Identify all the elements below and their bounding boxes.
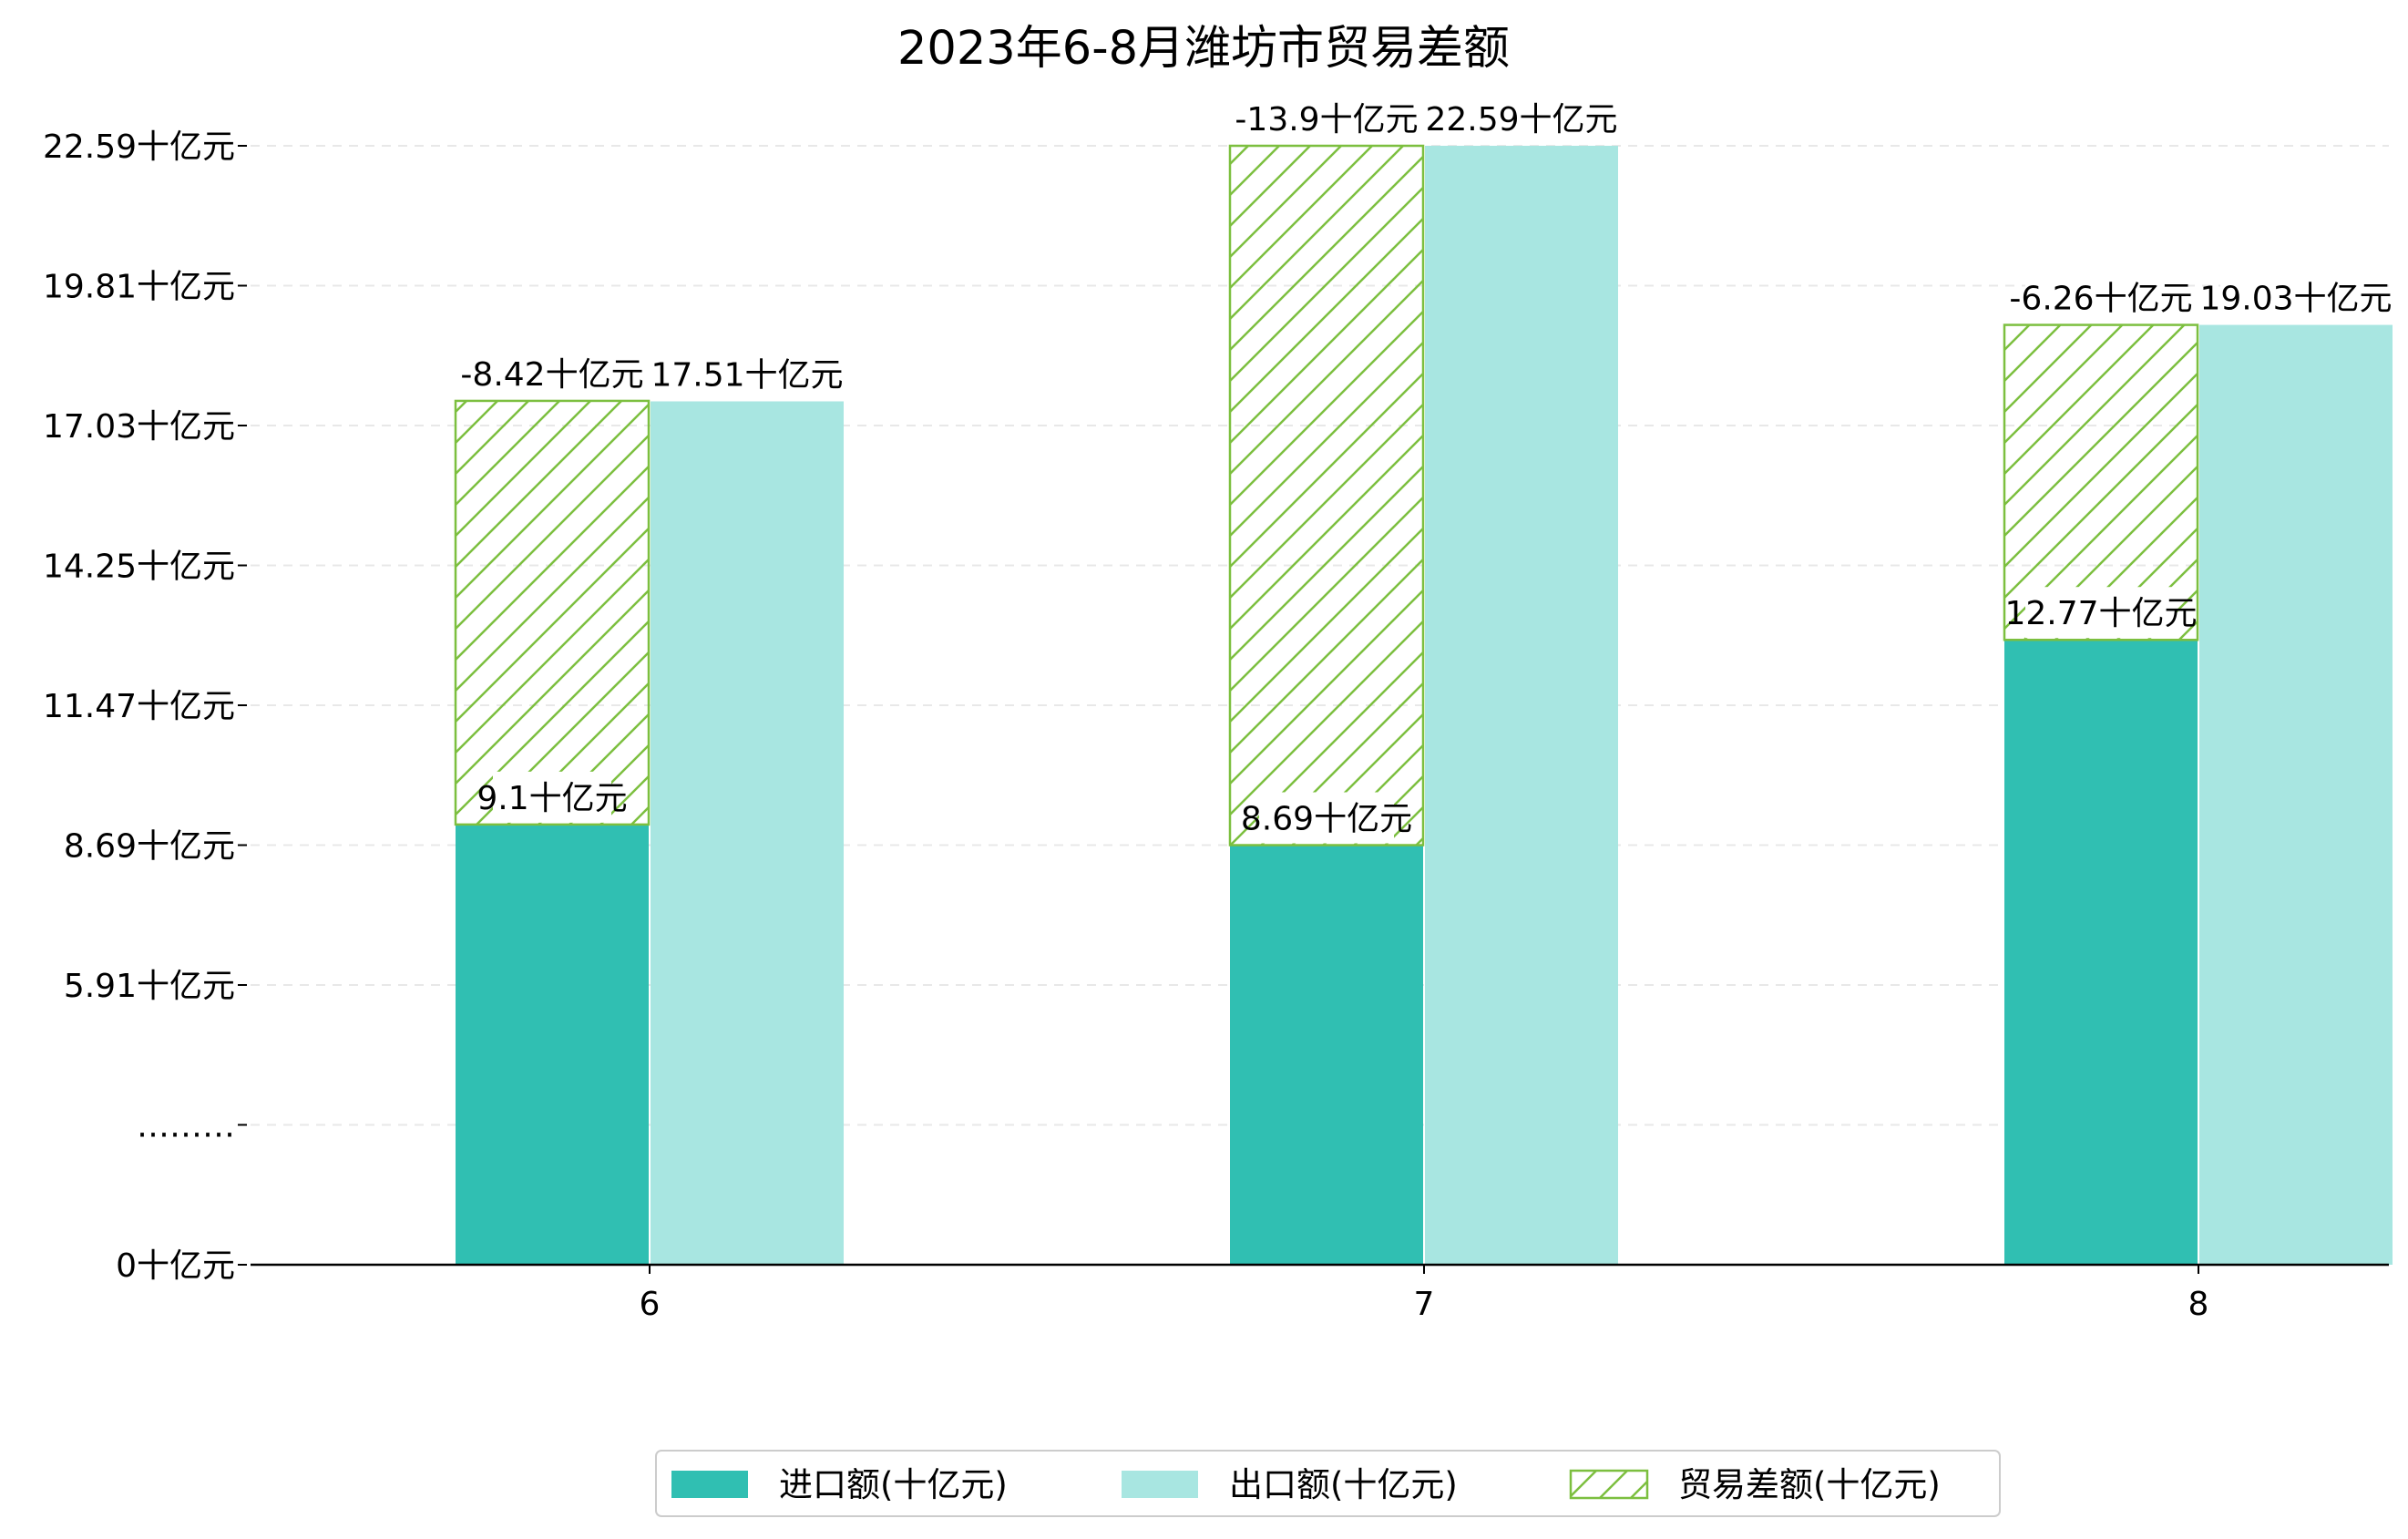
balance-bar bbox=[454, 399, 651, 826]
y-tick-label: 22.59十亿元 bbox=[43, 128, 235, 166]
legend: 进口额(十亿元) 出口额(十亿元) 贸易差额(十亿元) bbox=[655, 1450, 2001, 1517]
x-tick-label: 7 bbox=[1414, 1286, 1435, 1323]
axes: 0十亿元 ……… 5.91十亿元 8.69十亿元 11.47十亿元 14.25十亿元 17.… bbox=[43, 128, 2389, 1323]
export-value-label: 19.03十亿元 bbox=[2199, 281, 2392, 318]
export-bar bbox=[2199, 324, 2393, 1265]
export-bar bbox=[651, 401, 844, 1265]
bars bbox=[454, 144, 2393, 1265]
legend-swatch bbox=[1569, 1469, 1649, 1500]
legend-frame bbox=[655, 1450, 2001, 1517]
legend-label: 进口额(十亿元) bbox=[779, 1465, 1008, 1504]
y-tick-label: 11.47十亿元 bbox=[43, 688, 235, 725]
legend-swatch bbox=[1122, 1471, 1198, 1498]
balance-value-label: -13.9十亿元 bbox=[1235, 101, 1418, 139]
import-value-label: 8.69十亿元 bbox=[1241, 801, 1412, 838]
y-tick-label: 5.91十亿元 bbox=[64, 968, 235, 1005]
import-bar bbox=[1230, 845, 1423, 1265]
export-value-label: 22.59十亿元 bbox=[1425, 101, 1617, 139]
export-value-label-bg bbox=[2220, 272, 2372, 323]
x-tick-label: 8 bbox=[2188, 1286, 2209, 1323]
balance-value-label: -8.42十亿元 bbox=[460, 356, 643, 394]
import-value-label-bg bbox=[1259, 792, 1394, 844]
import-value-label: 12.77十亿元 bbox=[2004, 595, 2197, 632]
export-bar bbox=[1425, 146, 1618, 1265]
export-value-label: 17.51十亿元 bbox=[651, 356, 843, 394]
y-tick-label: ……… bbox=[137, 1108, 235, 1145]
balance-value-label-bg bbox=[2025, 272, 2177, 323]
import-bar bbox=[456, 824, 649, 1265]
y-tick-label: 14.25十亿元 bbox=[43, 549, 235, 586]
y-tick-label: 0十亿元 bbox=[116, 1247, 235, 1285]
balance-bar bbox=[1228, 144, 1425, 846]
y-tick-label: 8.69十亿元 bbox=[64, 828, 235, 866]
legend-swatch bbox=[671, 1471, 748, 1498]
chart-title: 2023年6-8月潍坊市贸易差额 bbox=[897, 22, 1510, 76]
x-tick-label: 6 bbox=[640, 1286, 661, 1323]
y-tick-label: 17.03十亿元 bbox=[43, 408, 235, 446]
balance-value-label-bg bbox=[1251, 93, 1402, 144]
export-value-label-bg bbox=[1446, 93, 1597, 144]
import-value-label: 9.1十亿元 bbox=[476, 780, 627, 817]
legend-label: 出口额(十亿元) bbox=[1229, 1465, 1458, 1504]
data-labels: 17.51十亿元 9.1十亿元 -8.42十亿元 22.59十亿元 8.69十亿元 -13… bbox=[460, 93, 2393, 844]
import-value-label-bg bbox=[493, 771, 611, 823]
balance-value-label-bg bbox=[476, 347, 628, 399]
legend-label: 贸易差额(十亿元) bbox=[1678, 1465, 1941, 1504]
balance-value-label: -6.26十亿元 bbox=[2009, 281, 2192, 318]
export-value-label-bg bbox=[671, 348, 823, 400]
import-bar bbox=[2004, 640, 2198, 1265]
import-value-label-bg bbox=[2025, 587, 2177, 639]
y-tick-label: 19.81十亿元 bbox=[43, 269, 235, 306]
